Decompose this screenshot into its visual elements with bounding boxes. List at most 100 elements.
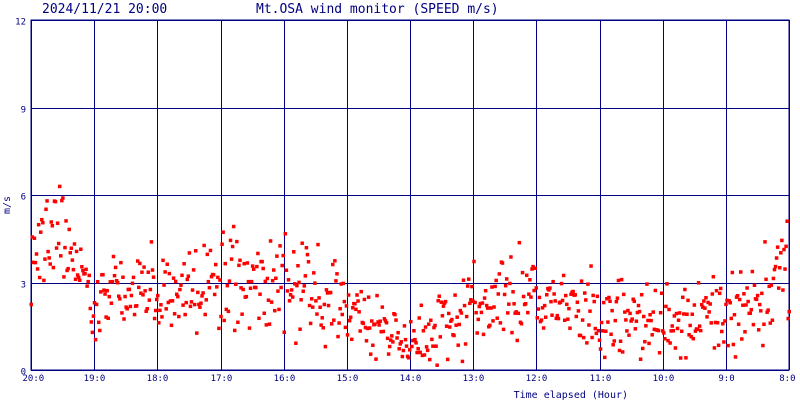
data-point bbox=[705, 315, 709, 319]
data-point bbox=[435, 363, 439, 367]
data-point bbox=[636, 303, 641, 308]
data-point bbox=[699, 302, 704, 307]
data-point bbox=[453, 293, 457, 297]
data-point bbox=[112, 273, 117, 278]
data-point bbox=[267, 322, 272, 326]
data-point bbox=[181, 303, 185, 307]
data-point bbox=[309, 297, 314, 301]
data-point bbox=[263, 279, 268, 284]
data-point bbox=[222, 318, 226, 323]
data-point bbox=[127, 287, 132, 292]
data-point bbox=[298, 327, 302, 331]
data-point bbox=[95, 279, 100, 284]
data-point bbox=[262, 311, 266, 316]
data-point bbox=[83, 271, 87, 276]
data-point bbox=[707, 310, 711, 314]
data-point bbox=[257, 316, 261, 321]
data-point bbox=[375, 293, 379, 298]
data-point bbox=[580, 318, 585, 322]
data-point bbox=[490, 285, 494, 289]
data-point bbox=[441, 304, 446, 308]
data-point bbox=[537, 295, 542, 300]
data-point bbox=[85, 284, 89, 288]
data-point bbox=[765, 310, 769, 314]
data-point bbox=[56, 241, 61, 246]
data-point bbox=[543, 315, 548, 319]
data-point bbox=[421, 328, 426, 333]
data-point bbox=[660, 329, 665, 333]
data-point bbox=[154, 297, 159, 302]
data-point bbox=[150, 268, 155, 272]
data-point bbox=[692, 303, 697, 307]
data-point bbox=[33, 260, 38, 265]
data-point bbox=[35, 267, 40, 271]
data-point bbox=[727, 299, 731, 303]
data-point bbox=[358, 329, 362, 333]
data-point bbox=[651, 310, 656, 314]
data-point bbox=[62, 275, 66, 279]
data-point bbox=[388, 338, 393, 342]
y-tick-label: 9 bbox=[21, 106, 26, 116]
data-point bbox=[722, 340, 726, 344]
data-point bbox=[717, 291, 722, 296]
data-point bbox=[755, 293, 760, 298]
data-point bbox=[328, 290, 333, 295]
data-point bbox=[366, 295, 371, 299]
data-point bbox=[645, 282, 649, 286]
data-point bbox=[533, 266, 537, 271]
data-point bbox=[204, 298, 209, 302]
data-point bbox=[234, 282, 238, 287]
data-point bbox=[220, 242, 224, 246]
data-point bbox=[148, 287, 153, 292]
data-point bbox=[86, 279, 90, 284]
data-point bbox=[190, 288, 195, 292]
data-point bbox=[540, 306, 545, 310]
data-point bbox=[617, 348, 622, 353]
data-point bbox=[260, 259, 264, 264]
data-point bbox=[667, 307, 671, 312]
header-timestamp: 2024/11/21 20:00 bbox=[42, 2, 167, 17]
y-tick-label: 0 bbox=[21, 368, 26, 378]
data-point bbox=[325, 291, 330, 295]
data-point bbox=[711, 275, 716, 279]
data-point bbox=[614, 299, 619, 304]
data-point bbox=[218, 278, 222, 282]
data-point bbox=[348, 315, 353, 319]
data-point bbox=[455, 315, 459, 319]
data-point bbox=[177, 314, 181, 319]
data-point bbox=[171, 276, 176, 280]
data-point bbox=[283, 232, 288, 236]
data-point bbox=[523, 301, 528, 306]
data-point bbox=[619, 277, 624, 282]
data-point bbox=[695, 327, 700, 332]
data-point bbox=[665, 282, 669, 286]
data-point bbox=[696, 281, 701, 285]
data-point bbox=[418, 350, 423, 355]
data-point bbox=[270, 278, 275, 283]
data-point bbox=[612, 339, 616, 343]
data-point bbox=[748, 311, 752, 316]
data-point bbox=[414, 341, 418, 345]
data-point bbox=[94, 302, 99, 307]
data-point bbox=[714, 288, 719, 293]
data-point bbox=[492, 305, 496, 309]
data-point bbox=[733, 355, 738, 359]
tick-labels: 20:0 19:0 18:0 17:0 16:0 15:0 14:0 13:0 12:0 11:0… bbox=[15, 18, 795, 385]
data-point bbox=[364, 339, 369, 343]
data-point bbox=[60, 198, 64, 203]
data-point bbox=[231, 224, 236, 229]
data-point bbox=[652, 327, 657, 332]
data-point bbox=[305, 252, 310, 257]
data-point bbox=[184, 300, 188, 305]
data-point bbox=[763, 240, 767, 244]
data-point bbox=[731, 342, 736, 347]
data-point bbox=[269, 300, 274, 304]
data-point bbox=[687, 333, 691, 337]
data-point bbox=[317, 296, 321, 300]
data-point bbox=[457, 322, 462, 327]
data-point bbox=[354, 307, 358, 312]
data-point bbox=[460, 359, 465, 364]
data-point bbox=[432, 325, 436, 330]
data-point bbox=[423, 325, 428, 329]
